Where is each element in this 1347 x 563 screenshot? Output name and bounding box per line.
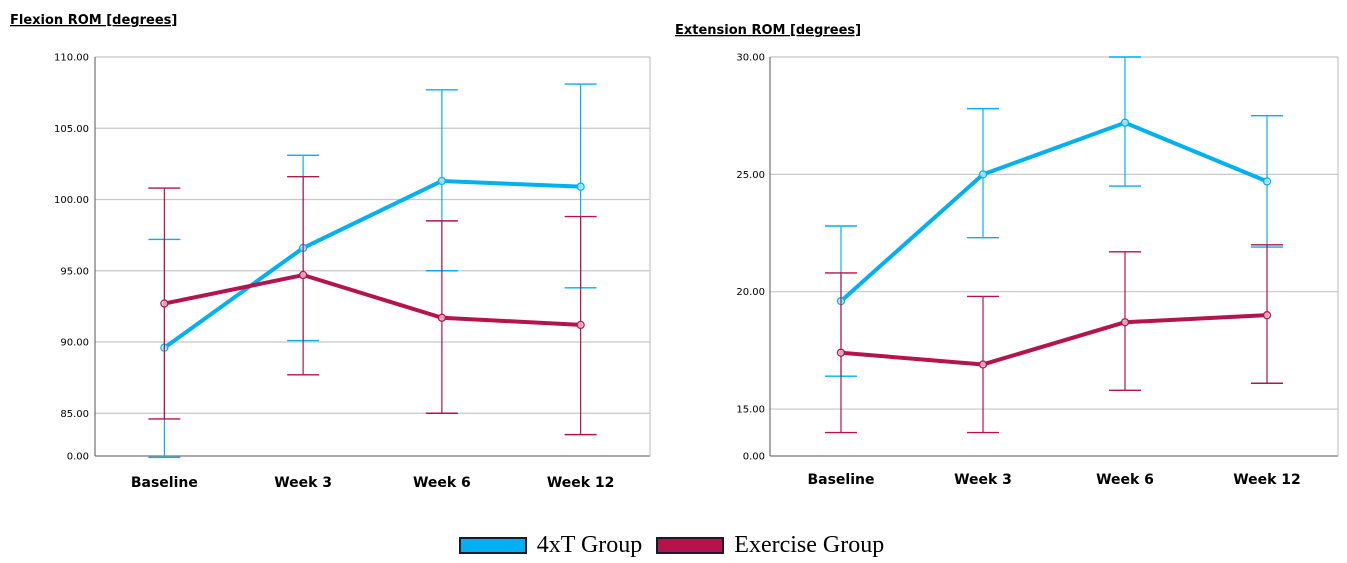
data-point <box>1120 118 1130 127</box>
data-point <box>836 348 846 357</box>
series-line-4xt-group <box>162 178 583 350</box>
y-tick-label: 30.00 <box>736 53 765 64</box>
series-exercise-group <box>825 244 1283 434</box>
x-tick-label: Baseline <box>131 475 198 491</box>
x-tick-label: Week 6 <box>413 475 471 491</box>
y-tick-label: 0.00 <box>67 452 89 463</box>
legend-swatch-4xt-group <box>458 536 527 554</box>
legend-item-exercise-group: Exercise Group <box>656 532 888 559</box>
series-line-exercise-group <box>162 273 583 327</box>
legend: 4xT Group Exercise Group <box>0 528 1347 562</box>
y-tick-label: 110.00 <box>54 53 89 64</box>
y-tick-label: 95.00 <box>60 266 89 277</box>
y-tick-label: 25.00 <box>736 170 765 181</box>
series-line-4xt-group <box>839 120 1269 304</box>
charts-area: Flexion ROM [degrees] 110.00 105.00 100.00 9… <box>10 13 1339 491</box>
flexion-rom-chart: Flexion ROM [degrees] 110.00 105.00 100.00 9… <box>10 13 651 491</box>
y-tick-label: 105.00 <box>54 124 89 135</box>
data-point <box>576 182 585 191</box>
series-line-exercise-group <box>839 313 1269 367</box>
data-point <box>298 270 308 280</box>
series-4xt-group <box>825 56 1283 377</box>
y-tick-label: 90.00 <box>60 338 89 349</box>
data-point <box>1262 177 1272 186</box>
data-point <box>1120 318 1130 327</box>
extension-rom-chart: Extension ROM [degrees] 30.00 25.00 20.00 15… <box>675 23 1339 488</box>
data-point <box>437 176 447 186</box>
data-point <box>978 170 988 179</box>
y-tick-label: 100.00 <box>54 195 89 206</box>
data-point <box>437 313 447 322</box>
x-tick-label: Week 12 <box>547 475 615 491</box>
legend-swatch-exercise-group <box>656 536 725 554</box>
chart-title: Flexion ROM [degrees] <box>10 13 177 28</box>
y-tick-label: 20.00 <box>736 287 765 298</box>
data-point <box>160 299 169 308</box>
data-point <box>576 320 585 330</box>
chart-title: Extension ROM [degrees] <box>675 23 861 38</box>
x-tick-label: Week 3 <box>274 475 332 491</box>
y-tick-label: 0.00 <box>743 452 765 463</box>
y-tick-label: 15.00 <box>736 405 765 416</box>
x-tick-label: Week 6 <box>1096 472 1154 488</box>
x-tick-label: Baseline <box>807 472 874 488</box>
legend-label-4xt-group: 4xT Group <box>536 531 643 558</box>
series-exercise-group <box>148 175 597 436</box>
legend-item-4xt-group: 4xT Group <box>458 531 647 559</box>
legend-label-exercise-group: Exercise Group <box>734 531 885 558</box>
x-tick-label: Week 3 <box>954 472 1012 488</box>
data-point <box>1262 311 1272 320</box>
y-tick-label: 85.00 <box>60 409 89 420</box>
data-point <box>978 360 988 369</box>
x-tick-label: Week 12 <box>1233 472 1301 488</box>
